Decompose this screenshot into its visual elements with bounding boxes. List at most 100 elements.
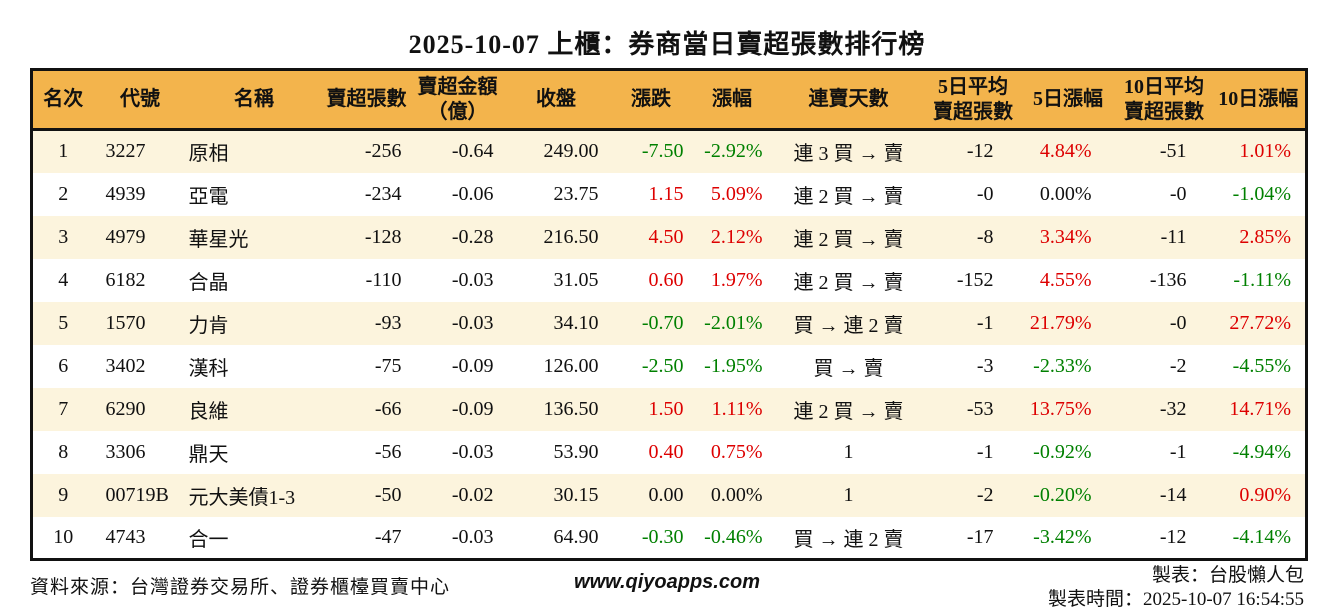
cell-change-pct: 0.75% (710, 440, 763, 463)
cell-name: 元大美債1-3 (188, 486, 296, 509)
cell-avg10: -0 (1169, 182, 1187, 205)
cell-change: -0.30 (641, 525, 684, 548)
cell-name: 漢科 (188, 357, 229, 380)
table-row: 2 4939 亞電 -234 -0.06 23.75 1.15 5.09% 連 2 買 → 賣 -… (31, 172, 1307, 216)
cell-avg5: -1 (976, 311, 994, 334)
generated-time-line: 製表時間：2025-10-07 16:54:55 (1048, 589, 1304, 610)
cell-pct10: -1.04% (1232, 182, 1291, 205)
header-avg5-volume: 5日平均 賣超張數 (926, 69, 1020, 131)
cell-change: 0.60 (648, 268, 684, 291)
cell-rank: 8 (58, 440, 69, 463)
table-row: 3 4979 華星光 -128 -0.28 216.50 4.50 2.12% 連 2 買 → … (31, 215, 1307, 259)
report-maker-block: 製表：台股懶人包 製表時間：2025-10-07 16:54:55 (1048, 564, 1304, 612)
cell-change-pct: -1.95% (704, 354, 763, 377)
cell-pct10: 14.71% (1229, 397, 1291, 420)
cell-change-pct: -2.01% (704, 311, 763, 334)
cell-change-pct: -0.46% (704, 525, 763, 548)
cell-streak: 連 2 買 → 賣 (793, 185, 904, 208)
header-sell-streak: 連賣天數 (770, 69, 927, 131)
cell-avg5: -0 (976, 182, 994, 205)
table-row: 9 00719B 元大美債1-3 -50 -0.02 30.15 0.00 0.00% 1 -2 -… (31, 473, 1307, 517)
cell-pct10: 27.72% (1229, 311, 1291, 334)
cell-sell-vol: -234 (364, 182, 402, 205)
table-row: 10 4743 合一 -47 -0.03 64.90 -0.30 -0.46% 買 → 連 2 … (31, 516, 1307, 560)
cell-pct10: 0.90% (1239, 483, 1291, 506)
cell-pct5: -0.20% (1033, 483, 1092, 506)
ranking-table: 名次 代號 名稱 賣超張數 賣超金額 （億） 收盤 漲跌 漲幅 連賣天數 5日平… (30, 68, 1308, 561)
cell-streak: 連 3 買 → 賣 (793, 143, 904, 166)
website-text: www.qiyoapps.com (574, 571, 760, 593)
cell-name: 鼎天 (188, 443, 229, 466)
header-change: 漲跌 (608, 69, 694, 131)
cell-close: 23.75 (553, 182, 599, 205)
header-row: 名次 代號 名稱 賣超張數 賣超金額 （億） 收盤 漲跌 漲幅 連賣天數 5日平… (31, 69, 1307, 131)
cell-streak: 連 2 買 → 賣 (793, 228, 904, 251)
cell-code: 4979 (105, 225, 146, 248)
table-row: 1 3227 原相 -256 -0.64 249.00 -7.50 -2.92% 連 3 買 →… (31, 129, 1307, 173)
cell-streak: 買 → 連 2 賣 (793, 314, 904, 337)
cell-name: 良維 (188, 400, 229, 423)
cell-avg10: -0 (1169, 311, 1187, 334)
cell-pct5: 3.34% (1039, 225, 1092, 248)
cell-close: 53.90 (553, 440, 599, 463)
cell-sell-vol: -47 (374, 525, 402, 548)
cell-avg5: -2 (976, 483, 994, 506)
cell-rank: 1 (58, 140, 69, 163)
cell-code: 6290 (105, 397, 146, 420)
cell-code: 3227 (105, 140, 146, 163)
cell-pct10: 1.01% (1239, 140, 1291, 163)
cell-name: 亞電 (188, 185, 229, 208)
header-pct-5d: 5日漲幅 (1019, 69, 1117, 131)
cell-change: 0.00 (648, 483, 684, 506)
cell-avg5: -12 (966, 140, 994, 163)
header-pct-10d: 10日漲幅 (1211, 69, 1307, 131)
cell-sell-vol: -56 (374, 440, 402, 463)
cell-avg5: -53 (966, 397, 994, 420)
cell-rank: 3 (58, 225, 69, 248)
cell-sell-vol: -110 (365, 268, 402, 291)
header-name: 名稱 (186, 69, 322, 131)
cell-pct10: -1.11% (1233, 268, 1291, 291)
cell-sell-amt: -0.03 (451, 440, 494, 463)
cell-sell-amt: -0.03 (451, 311, 494, 334)
cell-change: -0.70 (641, 311, 684, 334)
cell-sell-vol: -256 (364, 140, 402, 163)
cell-avg5: -152 (956, 268, 994, 291)
table-row: 4 6182 合晶 -110 -0.03 31.05 0.60 1.97% 連 2 買 → 賣 -… (31, 258, 1307, 302)
cell-sell-amt: -0.02 (451, 483, 494, 506)
cell-code: 3402 (105, 354, 146, 377)
cell-close: 249.00 (543, 140, 599, 163)
cell-sell-amt: -0.28 (451, 225, 494, 248)
cell-pct5: 13.75% (1029, 397, 1092, 420)
cell-avg10: -136 (1149, 268, 1187, 291)
cell-change: -7.50 (641, 140, 684, 163)
cell-change-pct: 1.11% (711, 397, 763, 420)
cell-rank: 7 (58, 397, 69, 420)
data-source-text: 資料來源：台灣證券交易所、證券櫃檯買賣中心 (30, 577, 451, 598)
cell-rank: 4 (58, 268, 69, 291)
cell-sell-vol: -75 (374, 354, 402, 377)
cell-close: 34.10 (553, 311, 599, 334)
cell-change-pct: 0.00% (710, 483, 763, 506)
cell-avg10: -2 (1169, 354, 1187, 377)
cell-streak: 1 (843, 483, 854, 506)
maker-line: 製表：台股懶人包 (1151, 565, 1304, 586)
cell-change-pct: 2.12% (710, 225, 763, 248)
cell-sell-vol: -93 (374, 311, 402, 334)
cell-streak: 連 2 買 → 賣 (793, 271, 904, 294)
cell-pct5: 21.79% (1029, 311, 1092, 334)
cell-avg5: -8 (976, 225, 994, 248)
cell-pct10: -4.94% (1232, 440, 1291, 463)
header-avg10-volume: 10日平均 賣超張數 (1116, 69, 1212, 131)
cell-pct5: 0.00% (1039, 182, 1092, 205)
cell-name: 原相 (188, 143, 229, 166)
cell-sell-vol: -128 (364, 225, 402, 248)
cell-change-pct: 5.09% (710, 182, 763, 205)
cell-pct5: -0.92% (1033, 440, 1092, 463)
table-row: 6 3402 漢科 -75 -0.09 126.00 -2.50 -1.95% 買 → 賣 -3 -… (31, 344, 1307, 388)
cell-name: 力肯 (188, 314, 229, 337)
cell-pct5: 4.84% (1039, 140, 1092, 163)
cell-close: 30.15 (553, 483, 599, 506)
header-code: 代號 (93, 69, 187, 131)
